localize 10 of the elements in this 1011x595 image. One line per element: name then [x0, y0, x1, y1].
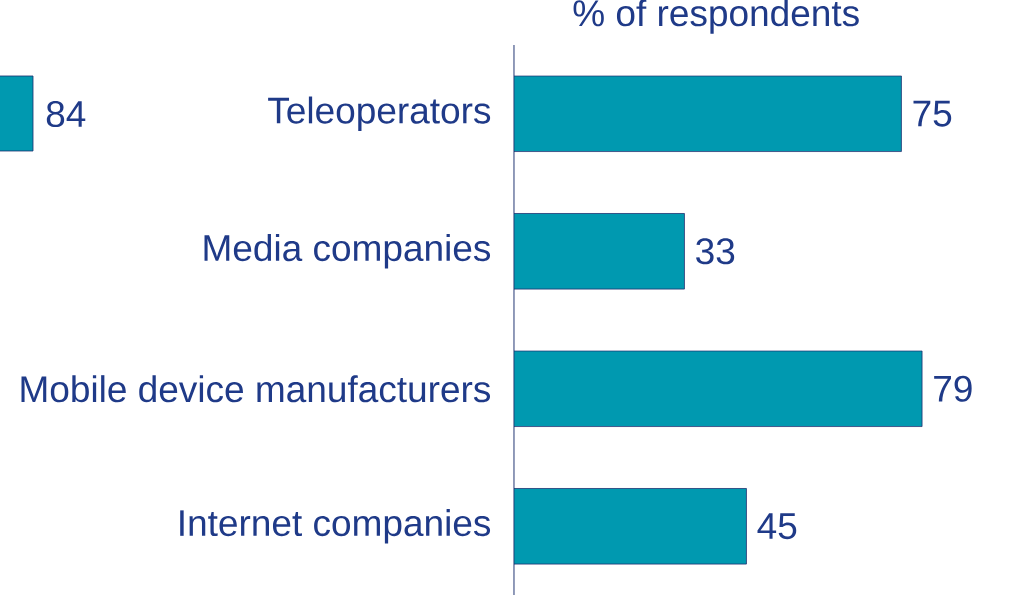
- y-tick-label: Mobile device manufacturers: [21, 375, 491, 403]
- y-tick-label: Internet companies: [180, 509, 491, 544]
- text: 84: [46, 100, 86, 128]
- chart-title: % of respondents: [573, 0, 859, 34]
- data-label: 33: [696, 238, 735, 265]
- y-tick-label: Teleoperators: [268, 96, 491, 132]
- y-tick-label: Media companies: [204, 234, 491, 269]
- data-label: 75: [913, 100, 952, 127]
- data-label: 79: [934, 375, 972, 402]
- data-label: 45: [757, 513, 797, 540]
